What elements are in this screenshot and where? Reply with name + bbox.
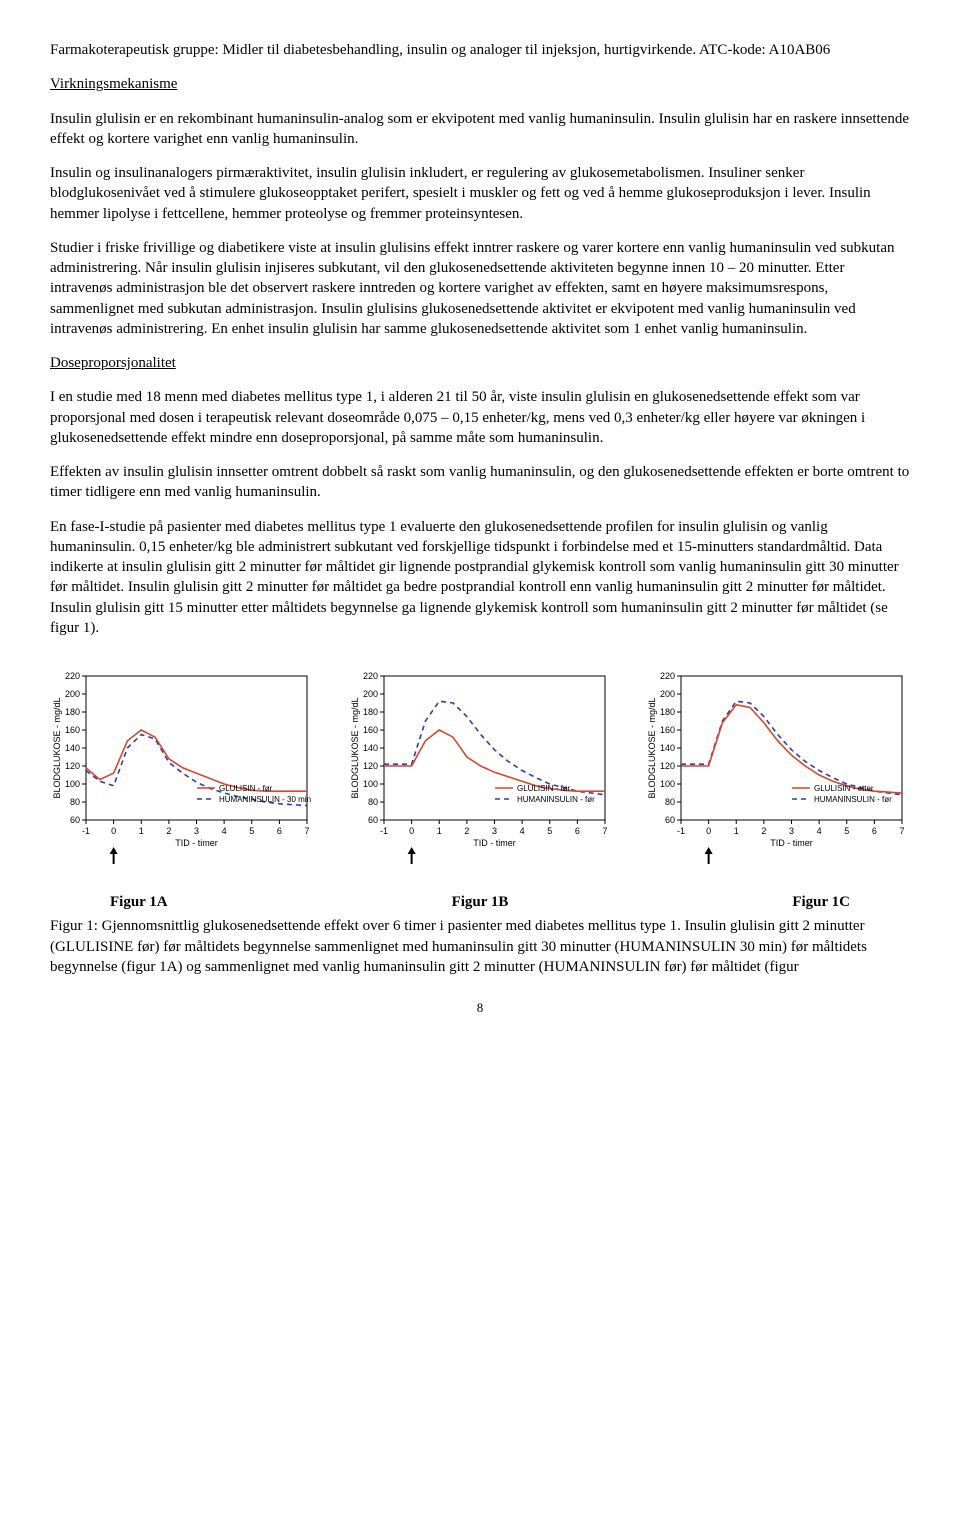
paragraph-pharma-group: Farmakoterapeutisk gruppe: Midler til di…	[50, 40, 910, 60]
svg-text:6: 6	[872, 826, 877, 836]
svg-text:5: 5	[249, 826, 254, 836]
charts-row: 6080100120140160180200220-101234567GLULI…	[50, 668, 910, 868]
heading-dose: Doseproporsjonalitet	[50, 353, 910, 373]
chart-1c: 60 80 100 120 140 160 180 200 220 -1 0 1 2 3 4 5 6 7 GLULI…	[645, 668, 910, 868]
svg-text:160: 160	[660, 725, 675, 735]
svg-text:100: 100	[65, 779, 80, 789]
svg-text:200: 200	[362, 689, 377, 699]
svg-text:2: 2	[761, 826, 766, 836]
svg-text:BLODGLUKOSE - mg/dL: BLODGLUKOSE - mg/dL	[52, 697, 62, 798]
paragraph-mechanism-2: Insulin og insulinanalogers pirmæraktivi…	[50, 163, 910, 224]
svg-text:BLODGLUKOSE - mg/dL: BLODGLUKOSE - mg/dL	[350, 697, 360, 798]
svg-text:60: 60	[367, 815, 377, 825]
caption-1a: Figur 1A	[110, 892, 168, 912]
svg-text:120: 120	[362, 761, 377, 771]
svg-text:2: 2	[166, 826, 171, 836]
svg-text:160: 160	[65, 725, 80, 735]
paragraph-phase1: En fase-I-studie på pasienter med diabet…	[50, 517, 910, 639]
svg-text:4: 4	[817, 826, 822, 836]
svg-text:-1: -1	[677, 826, 685, 836]
svg-text:80: 80	[665, 797, 675, 807]
svg-text:120: 120	[660, 761, 675, 771]
svg-text:4: 4	[222, 826, 227, 836]
heading-mechanism: Virkningsmekanisme	[50, 74, 910, 94]
svg-text:TID - timer: TID - timer	[175, 838, 218, 848]
svg-text:3: 3	[194, 826, 199, 836]
svg-text:6: 6	[277, 826, 282, 836]
svg-text:140: 140	[362, 743, 377, 753]
figure-caption: Figur 1: Gjennomsnittlig glukosenedsette…	[50, 916, 910, 977]
svg-text:100: 100	[362, 779, 377, 789]
svg-text:7: 7	[899, 826, 904, 836]
svg-text:140: 140	[65, 743, 80, 753]
svg-text:GLULISIN - før: GLULISIN - før	[517, 784, 571, 793]
svg-text:TID - timer: TID - timer	[770, 838, 813, 848]
svg-text:180: 180	[65, 707, 80, 717]
paragraph-mechanism-1: Insulin glulisin er en rekombinant human…	[50, 109, 910, 150]
svg-text:4: 4	[519, 826, 524, 836]
chart-1b: 60 80 100 120 140 160 180 200 220 -1 0 1 2 3 4 5 6 7 GLULI…	[348, 668, 613, 868]
svg-text:220: 220	[660, 671, 675, 681]
svg-text:6: 6	[574, 826, 579, 836]
svg-text:120: 120	[65, 761, 80, 771]
chart-captions: Figur 1A Figur 1B Figur 1C	[50, 874, 910, 912]
svg-text:200: 200	[660, 689, 675, 699]
svg-text:80: 80	[70, 797, 80, 807]
caption-1c: Figur 1C	[792, 892, 850, 912]
svg-text:160: 160	[362, 725, 377, 735]
page-number: 8	[50, 999, 910, 1017]
svg-text:140: 140	[660, 743, 675, 753]
paragraph-dose-2: Effekten av insulin glulisin innsetter o…	[50, 462, 910, 503]
svg-text:-1: -1	[379, 826, 387, 836]
svg-text:180: 180	[362, 707, 377, 717]
paragraph-studies: Studier i friske frivillige og diabetike…	[50, 238, 910, 339]
svg-text:GLULISIN - etter: GLULISIN - etter	[814, 784, 874, 793]
svg-text:5: 5	[547, 826, 552, 836]
svg-text:60: 60	[665, 815, 675, 825]
caption-1b: Figur 1B	[452, 892, 509, 912]
svg-text:60: 60	[70, 815, 80, 825]
svg-text:220: 220	[362, 671, 377, 681]
svg-text:1: 1	[436, 826, 441, 836]
svg-text:7: 7	[304, 826, 309, 836]
svg-text:HUMANINSULIN - 30 min: HUMANINSULIN - 30 min	[219, 795, 311, 804]
svg-text:180: 180	[660, 707, 675, 717]
svg-text:200: 200	[65, 689, 80, 699]
svg-text:80: 80	[367, 797, 377, 807]
svg-text:220: 220	[65, 671, 80, 681]
svg-text:GLULISIN - før: GLULISIN - før	[219, 784, 273, 793]
svg-text:BLODGLUKOSE - mg/dL: BLODGLUKOSE - mg/dL	[647, 697, 657, 798]
svg-text:HUMANINSULIN - før: HUMANINSULIN - før	[814, 795, 892, 804]
svg-text:7: 7	[602, 826, 607, 836]
svg-text:1: 1	[734, 826, 739, 836]
svg-text:5: 5	[844, 826, 849, 836]
svg-text:3: 3	[789, 826, 794, 836]
svg-text:2: 2	[464, 826, 469, 836]
svg-text:100: 100	[660, 779, 675, 789]
svg-text:TID - timer: TID - timer	[473, 838, 516, 848]
svg-text:-1: -1	[82, 826, 90, 836]
svg-text:HUMANINSULIN - før: HUMANINSULIN - før	[517, 795, 595, 804]
svg-text:1: 1	[139, 826, 144, 836]
chart-1a: 60 80 100 120 140 160 180 200 220 -1 0 1 2 3 4 5 6 7 GLULI…	[50, 668, 315, 868]
svg-text:0: 0	[706, 826, 711, 836]
svg-text:0: 0	[409, 826, 414, 836]
svg-text:3: 3	[491, 826, 496, 836]
paragraph-dose-1: I en studie med 18 menn med diabetes mel…	[50, 387, 910, 448]
svg-text:0: 0	[111, 826, 116, 836]
